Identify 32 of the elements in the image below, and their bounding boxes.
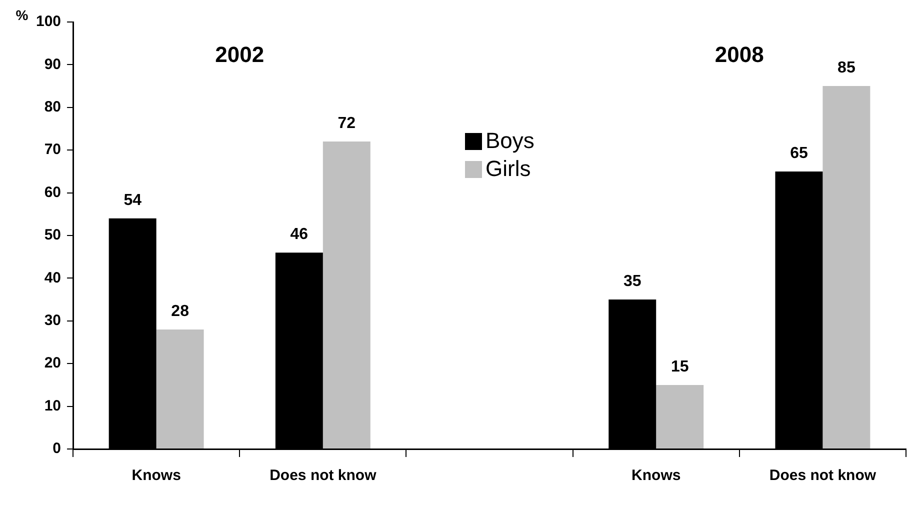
bar xyxy=(656,384,704,448)
y-axis-title: % xyxy=(16,6,29,23)
y-tick-label: 50 xyxy=(44,226,62,244)
x-tick-label: Does not know xyxy=(769,467,876,484)
y-tick-label: 100 xyxy=(36,13,62,30)
bar xyxy=(822,86,870,448)
y-tick-label: 70 xyxy=(44,141,62,158)
data-label: 65 xyxy=(790,144,808,162)
x-tick-label: Knows xyxy=(132,467,181,484)
data-label: 54 xyxy=(124,192,142,209)
data-label: 35 xyxy=(623,272,642,290)
legend-label: Boys xyxy=(486,127,534,155)
legend-label: Girls xyxy=(486,155,531,183)
data-label: 72 xyxy=(338,114,356,132)
y-tick-label: 20 xyxy=(44,354,62,372)
y-tick-label: 10 xyxy=(44,397,62,414)
annotation: 2008 xyxy=(714,42,764,68)
y-tick-label: 90 xyxy=(44,56,62,73)
y-tick-label: 60 xyxy=(44,184,62,201)
data-label: 28 xyxy=(171,302,190,320)
x-tick-label: Knows xyxy=(632,467,681,484)
data-label: 85 xyxy=(838,59,856,76)
bar xyxy=(322,142,370,448)
y-tick-label: 30 xyxy=(44,312,62,330)
y-tick-label: 40 xyxy=(44,269,62,286)
data-label: 15 xyxy=(670,358,689,376)
annotation: 2002 xyxy=(215,42,264,68)
data-label: 46 xyxy=(290,226,308,243)
x-tick-label: Does not know xyxy=(270,467,377,484)
y-tick-label: 80 xyxy=(44,98,62,116)
y-tick-label: 0 xyxy=(52,440,62,458)
bar xyxy=(156,329,204,448)
